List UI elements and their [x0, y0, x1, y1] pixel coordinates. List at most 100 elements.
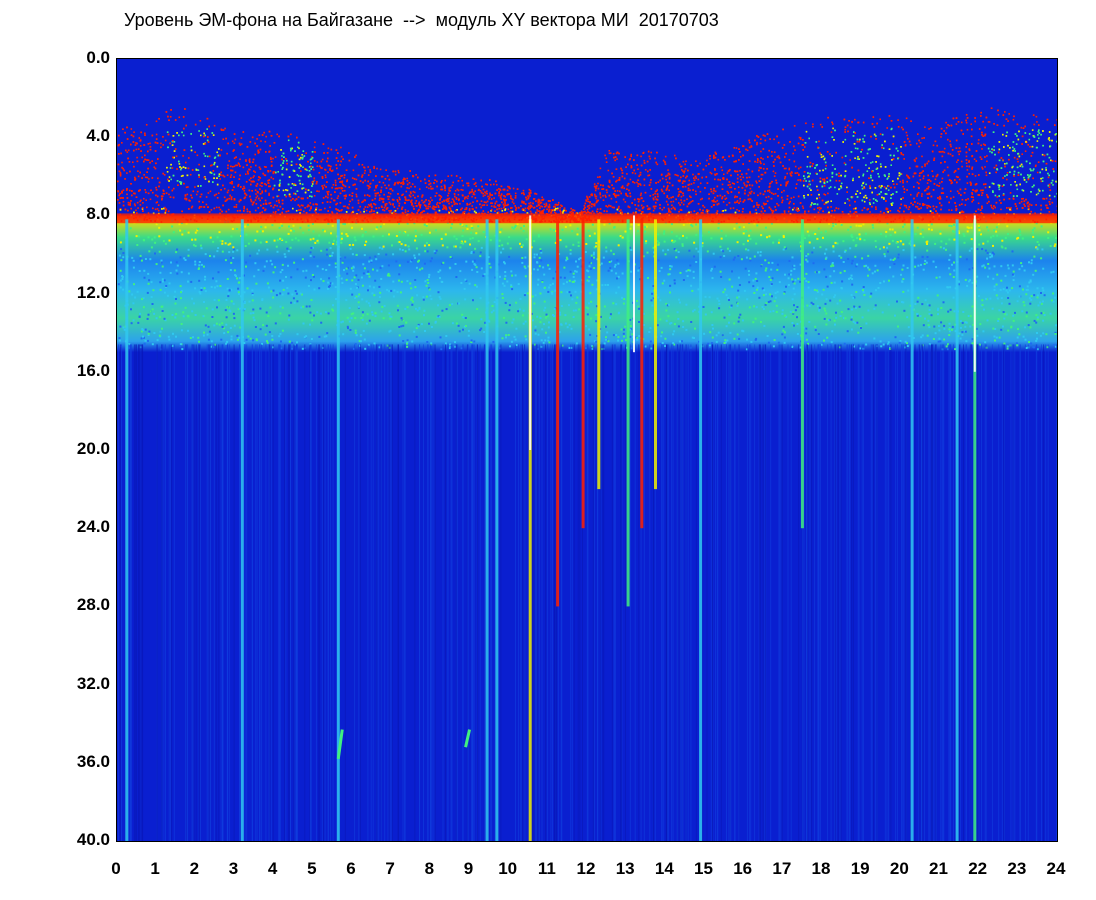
- band-speck: [569, 252, 572, 255]
- band-speck: [216, 250, 219, 253]
- blue-texture: [229, 344, 231, 841]
- band-speck: [792, 280, 795, 283]
- band-speck: [211, 308, 214, 311]
- band-speck: [225, 342, 228, 345]
- band-speck: [591, 347, 594, 350]
- blue-texture: [620, 344, 622, 841]
- band-speck: [363, 338, 366, 341]
- band-speck: [917, 296, 920, 299]
- band-speck: [352, 265, 355, 268]
- band-speck: [871, 224, 874, 227]
- band-speck: [1001, 239, 1004, 242]
- band-speck: [360, 317, 363, 319]
- blue-texture: [629, 344, 631, 841]
- band-speck: [283, 253, 286, 256]
- band-speck: [839, 315, 842, 317]
- band-speck: [712, 252, 715, 255]
- band-speck: [940, 321, 943, 324]
- band-speck: [950, 225, 953, 228]
- blue-texture: [389, 344, 391, 841]
- band-speck: [1000, 279, 1003, 282]
- band-speck: [362, 314, 364, 317]
- blue-texture: [269, 344, 271, 841]
- blue-texture: [471, 344, 473, 841]
- band-speck: [1035, 321, 1038, 324]
- band-speck: [876, 269, 879, 272]
- band-speck: [745, 248, 748, 251]
- band-speck: [531, 295, 534, 298]
- band-speck: [629, 328, 632, 331]
- band-speck: [943, 324, 946, 327]
- band-speck: [392, 280, 395, 283]
- band-speck: [725, 325, 728, 328]
- blue-texture: [477, 344, 478, 841]
- band-speck: [239, 307, 241, 310]
- band-speck: [948, 238, 951, 241]
- blue-texture: [579, 344, 581, 841]
- band-speck: [454, 263, 457, 265]
- band-speck: [141, 298, 143, 301]
- band-speck: [784, 247, 787, 250]
- chart-title: Уровень ЭМ-фона на Байгазане --> модуль …: [124, 10, 719, 30]
- band-speck: [340, 237, 343, 240]
- band-speck: [728, 313, 731, 316]
- blue-texture: [220, 344, 222, 841]
- band-speck: [867, 254, 870, 257]
- band-speck: [165, 285, 168, 287]
- band-speck: [254, 262, 257, 265]
- band-speck: [247, 242, 250, 245]
- band-speck: [886, 246, 889, 249]
- band-speck: [340, 232, 343, 235]
- band-speck: [568, 279, 571, 282]
- band-speck: [589, 333, 592, 336]
- band-speck: [672, 342, 675, 345]
- blue-texture: [131, 344, 132, 841]
- band-speck: [790, 269, 793, 272]
- blue-texture: [770, 344, 772, 841]
- band-speck: [409, 282, 412, 285]
- band-speck: [833, 281, 836, 284]
- band-speck: [239, 326, 242, 329]
- band-speck: [961, 333, 964, 336]
- band-speck: [374, 255, 377, 258]
- band-speck: [808, 320, 811, 323]
- band-speck: [1040, 257, 1043, 260]
- band-speck: [290, 228, 293, 231]
- band-speck: [180, 290, 183, 292]
- band-speck: [584, 347, 587, 350]
- band-speck: [500, 228, 503, 231]
- band-speck: [332, 309, 335, 312]
- band-speck: [1026, 288, 1029, 291]
- band-speck: [361, 298, 364, 301]
- band-speck: [585, 325, 588, 328]
- band-speck: [271, 335, 274, 337]
- band-speck: [266, 248, 269, 251]
- band-speck: [854, 255, 857, 258]
- band-speck: [744, 267, 747, 270]
- blue-texture: [222, 344, 224, 841]
- blue-texture: [195, 344, 197, 841]
- blue-texture: [846, 344, 848, 841]
- band-speck: [346, 325, 349, 328]
- band-speck: [799, 263, 802, 266]
- band-speck: [130, 322, 133, 325]
- band-speck: [515, 327, 518, 330]
- band-speck: [862, 289, 864, 292]
- band-speck: [470, 341, 473, 343]
- band-speck: [882, 343, 885, 346]
- band-speck: [746, 298, 749, 301]
- blue-texture: [187, 344, 189, 841]
- band-speck: [707, 342, 710, 345]
- band-speck: [441, 309, 444, 312]
- band-speck: [825, 256, 828, 259]
- band-speck: [879, 340, 882, 343]
- band-speck: [361, 284, 364, 287]
- band-speck: [415, 335, 418, 338]
- band-speck: [198, 264, 201, 267]
- band-speck: [524, 320, 527, 323]
- band-speck: [179, 256, 182, 259]
- band-speck: [398, 326, 401, 328]
- band-speck: [404, 250, 407, 253]
- band-speck: [194, 314, 197, 316]
- band-speck: [657, 233, 660, 236]
